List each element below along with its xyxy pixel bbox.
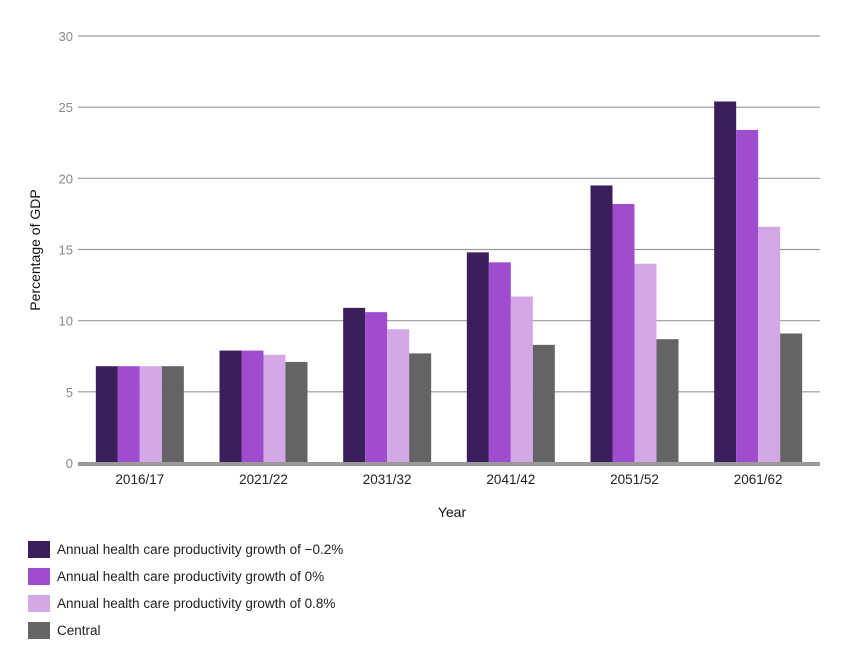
legend-item: Annual health care productivity growth o… <box>28 563 343 590</box>
bar <box>736 129 759 463</box>
bar <box>714 101 737 464</box>
x-axis-label: Year <box>438 504 467 520</box>
x-tick-label: 2031/32 <box>363 472 412 487</box>
bar <box>656 339 679 463</box>
legend: Annual health care productivity growth o… <box>28 536 343 644</box>
legend-item: Annual health care productivity growth o… <box>28 590 343 617</box>
bar <box>139 366 162 463</box>
bar <box>758 226 781 463</box>
bar <box>161 366 184 463</box>
y-axis-label: Percentage of GDP <box>27 189 43 310</box>
bar <box>409 353 432 463</box>
bar <box>590 185 613 463</box>
legend-swatch <box>28 595 50 612</box>
bar <box>285 361 308 463</box>
y-tick-label: 15 <box>59 243 73 258</box>
bar <box>612 203 635 463</box>
legend-item: Annual health care productivity growth o… <box>28 536 343 563</box>
y-tick-label: 20 <box>59 171 73 186</box>
y-tick-label: 0 <box>66 456 73 471</box>
y-tick-label: 30 <box>59 29 73 44</box>
legend-item: Central <box>28 617 343 644</box>
x-tick-label: 2061/62 <box>734 472 783 487</box>
legend-swatch <box>28 568 50 585</box>
legend-label: Annual health care productivity growth o… <box>57 542 344 557</box>
bar <box>343 307 366 463</box>
bar <box>532 344 555 463</box>
bar <box>634 263 657 463</box>
y-tick-label: 25 <box>59 100 73 115</box>
bars <box>95 101 803 464</box>
bar <box>219 350 242 463</box>
gridlines <box>78 35 820 393</box>
bar <box>466 252 489 463</box>
legend-label: Annual health care productivity growth o… <box>57 569 325 584</box>
legend-swatch <box>28 541 50 558</box>
x-tick-label: 2016/17 <box>115 472 164 487</box>
y-tick-label: 5 <box>66 385 73 400</box>
legend-label: Annual health care productivity growth o… <box>57 596 336 611</box>
bar <box>510 296 533 463</box>
bar <box>241 350 264 463</box>
bar-chart: 0 5 10 15 20 25 30 2016/17 2021/22 2031/32 2041/42… <box>27 29 820 520</box>
bar <box>488 262 511 463</box>
bar <box>95 366 118 463</box>
bar <box>117 366 140 463</box>
bar <box>365 312 388 463</box>
bar <box>387 329 410 463</box>
x-tick-label: 2051/52 <box>610 472 659 487</box>
legend-label: Central <box>57 623 101 638</box>
axes: 0 5 10 15 20 25 30 2016/17 2021/22 2031/32 2041/42… <box>59 29 820 487</box>
bar <box>263 354 286 463</box>
x-tick-label: 2041/42 <box>486 472 535 487</box>
bar <box>780 333 803 463</box>
x-tick-label: 2021/22 <box>239 472 288 487</box>
y-tick-label: 10 <box>59 314 73 329</box>
legend-swatch <box>28 622 50 639</box>
